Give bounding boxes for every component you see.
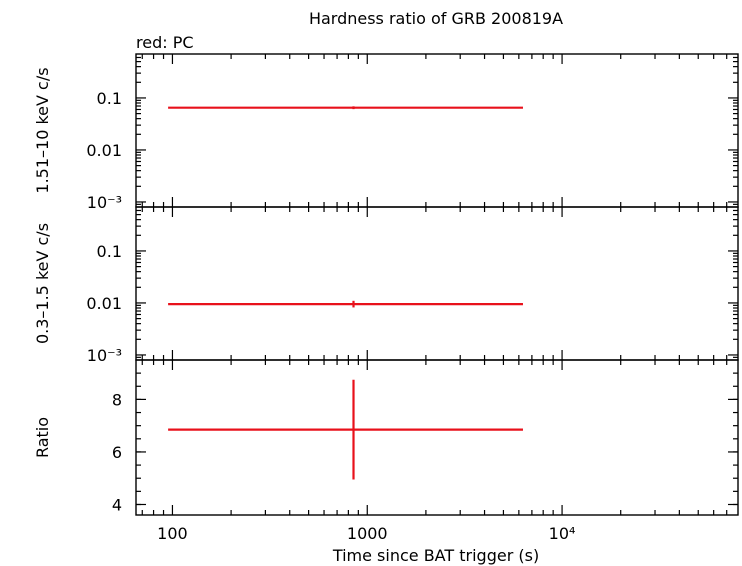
legend-label: red: PC bbox=[136, 33, 194, 52]
x-axis-label: Time since BAT trigger (s) bbox=[332, 546, 539, 565]
x-tick-label: 100 bbox=[157, 524, 188, 543]
y-axis-label-soft: 0.3–1.5 keV c/s bbox=[33, 223, 52, 344]
panel-soft: 0.1 0.01 10⁻³ 0.3–1.5 keV c/s bbox=[33, 206, 739, 365]
panel-hard: 0.1 0.01 10⁻³ 1.51–10 keV c/s bbox=[33, 53, 739, 212]
y-tick-label: 0.1 bbox=[97, 89, 122, 108]
y-tick-label: 6 bbox=[112, 443, 122, 462]
panel-frame-soft bbox=[135, 206, 739, 361]
y-axis-label-hard: 1.51–10 keV c/s bbox=[33, 67, 52, 193]
y-tick-label: 10⁻³ bbox=[87, 193, 122, 212]
y-tick-label: 0.01 bbox=[86, 294, 122, 313]
y-tick-label: 4 bbox=[112, 495, 122, 514]
y-tick-label: 10⁻³ bbox=[87, 346, 122, 365]
y-tick-label: 0.1 bbox=[97, 242, 122, 261]
panel-ratio: 4 6 8 Ratio bbox=[33, 359, 739, 516]
y-axis-label-ratio: Ratio bbox=[33, 417, 52, 458]
y-tick-label: 8 bbox=[112, 390, 122, 409]
chart-title: Hardness ratio of GRB 200819A bbox=[309, 9, 563, 28]
x-tick-label: 1000 bbox=[347, 524, 388, 543]
panel-frame-hard bbox=[135, 53, 739, 208]
panel-frame-ratio bbox=[135, 359, 739, 516]
x-tick-label: 10⁴ bbox=[549, 524, 576, 543]
y-tick-label: 0.01 bbox=[86, 141, 122, 160]
